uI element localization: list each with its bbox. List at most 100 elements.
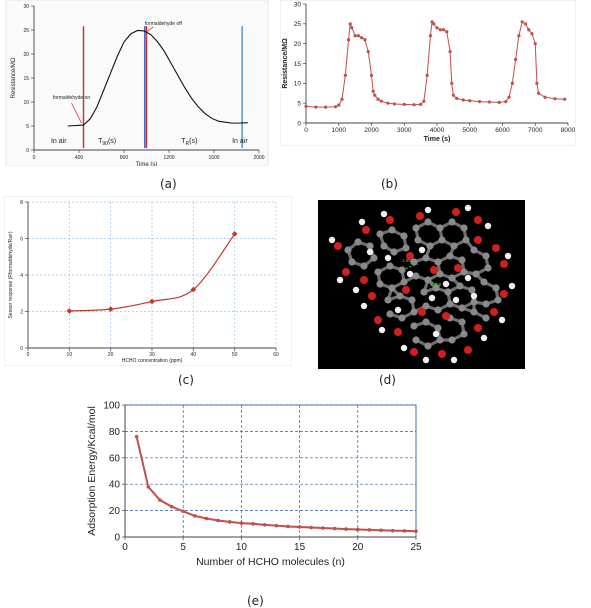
hydrogen-bond	[401, 263, 419, 271]
chart-c: 0 10 20 30 40 50 60 0 2 4 6 8 HCHO concentration (pp…	[4, 196, 292, 366]
data-point	[274, 523, 279, 528]
carbon-atom	[458, 318, 466, 326]
panel-a-background	[5, 0, 269, 166]
hydrogen-atom	[464, 204, 472, 212]
y-tick-label: 0	[20, 346, 23, 352]
oxygen-atom	[474, 324, 482, 332]
data-point	[204, 516, 209, 521]
x-tick-label: 400	[75, 155, 84, 161]
y-axis-label: Resistance/MΩ	[11, 57, 17, 98]
carbon-atom	[386, 262, 394, 270]
carbon-atom	[448, 336, 456, 344]
carbon-atom	[470, 246, 478, 254]
data-point	[346, 38, 351, 42]
data-point	[321, 526, 325, 530]
annotation-subscript: R	[185, 141, 189, 147]
data-point	[455, 96, 459, 101]
data-point	[304, 104, 308, 108]
carbon-atom	[426, 242, 434, 250]
hydrogen-atom	[470, 292, 478, 300]
carbon-atom	[374, 268, 382, 276]
data-point	[530, 32, 534, 36]
caption-e: (e)	[247, 594, 264, 608]
annotation-text: formaldehyde on	[53, 95, 90, 101]
annotation-label: formaldehyde off	[145, 21, 183, 27]
carbon-atom	[436, 270, 444, 278]
carbon-atom	[388, 284, 396, 292]
carbon-atom	[434, 306, 442, 314]
x-axis-label: HCHO concentration (ppm)	[122, 358, 183, 364]
data-point	[451, 93, 455, 97]
chart-e: 0 5 10 15 20 25 0 20 40 60 80 100 Number of HCHO mol…	[86, 401, 422, 569]
data-point	[527, 28, 531, 32]
data-point	[507, 95, 511, 99]
carbon-atom	[360, 262, 368, 270]
x-tick-label: 3000	[397, 127, 412, 134]
hydrogen-atom	[442, 280, 450, 288]
carbon-atom	[420, 288, 428, 296]
x-tick-label: 1200	[163, 155, 174, 161]
oxygen-atom	[464, 346, 472, 354]
x-tick-label: 2000	[364, 127, 379, 134]
data-point	[239, 521, 244, 525]
x-tick-label: 8000	[561, 127, 576, 134]
caption-b: (b)	[381, 177, 398, 191]
data-point	[366, 50, 370, 54]
x-tick-label: 20	[108, 352, 114, 358]
x-tick-label: 25	[410, 542, 422, 553]
y-tick-label: 0	[26, 148, 29, 154]
plot-frame	[124, 404, 417, 538]
carbon-atom	[412, 336, 420, 344]
data-point	[343, 73, 347, 77]
hydrogen-atom	[336, 276, 344, 284]
data-point	[432, 22, 436, 26]
x-tick-label: 7000	[528, 127, 543, 134]
data-point	[461, 98, 465, 102]
x-tick-label: 0	[27, 352, 30, 358]
hydrogen-atom	[384, 254, 392, 262]
carbon-atom	[460, 224, 468, 232]
oxygen-atom	[362, 226, 370, 234]
carbon-atom	[344, 246, 352, 254]
carbon-atom	[436, 224, 444, 232]
data-point	[356, 527, 360, 532]
oxygen-atom	[492, 244, 500, 252]
x-tick-label: 20	[352, 542, 364, 553]
data-point	[344, 527, 348, 531]
data-point	[553, 97, 557, 101]
oxygen-atom	[474, 216, 482, 224]
y-tick-label: 30	[294, 1, 302, 8]
y-tick-label: 0	[297, 120, 301, 127]
annotation-label: T90(s)	[98, 138, 116, 147]
hydrogen-atom	[352, 286, 360, 294]
data-point	[193, 514, 197, 518]
x-tick-label: 10	[67, 352, 73, 358]
chart-b: 0 1000 2000 3000 4000 5000 6000 7000 8000 0 5 10 15 2…	[280, 0, 576, 146]
oxygen-atom	[474, 236, 482, 244]
carbon-atom	[484, 264, 492, 272]
y-tick-label: 0	[114, 533, 120, 544]
y-axis-label: Sensor response (Rformaldehyde/Rair)	[8, 231, 14, 318]
data-point	[386, 101, 390, 105]
carbon-atom	[408, 296, 416, 304]
data-point	[337, 103, 341, 107]
data-point	[333, 105, 338, 109]
data-point	[536, 91, 541, 95]
hydrogen-atom	[328, 236, 336, 244]
oxygen-atom	[394, 328, 402, 336]
oxygen-atom	[386, 216, 394, 224]
data-point	[324, 105, 328, 109]
carbon-atom	[448, 218, 456, 226]
hydrogen-atom	[378, 326, 386, 334]
x-axis-label: Time (s)	[424, 136, 451, 143]
annotation-text: In air	[51, 138, 67, 145]
carbon-atom	[448, 274, 456, 282]
data-point	[497, 100, 501, 104]
carbon-atom	[460, 330, 468, 338]
hydrogen-atom	[452, 296, 460, 304]
carbon-atom	[398, 266, 406, 274]
data-point	[402, 529, 407, 533]
data-point	[414, 529, 418, 533]
carbon-atom	[376, 280, 384, 288]
hydrogen-atom	[400, 344, 408, 352]
